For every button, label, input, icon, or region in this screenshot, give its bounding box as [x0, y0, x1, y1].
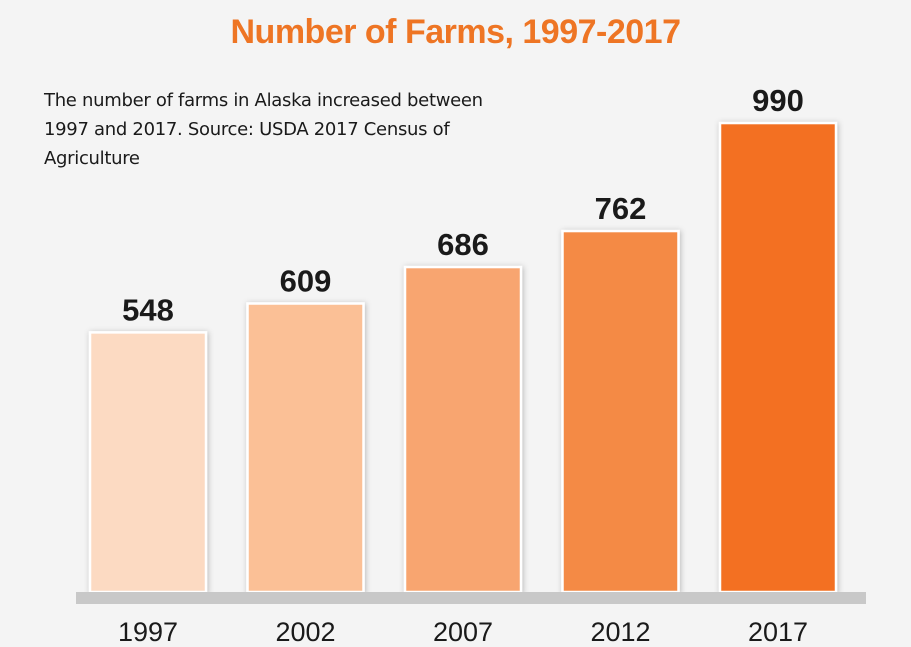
x-tick-label-1997: 1997 — [118, 617, 178, 647]
data-label-2017: 990 — [752, 83, 804, 118]
data-label-1997: 548 — [122, 292, 174, 327]
data-label-2012: 762 — [595, 191, 647, 226]
bar-2007 — [403, 265, 523, 594]
x-tick-label-2007: 2007 — [433, 617, 493, 647]
bar-2002 — [246, 302, 365, 594]
x-tick-label-2002: 2002 — [275, 617, 335, 647]
x-axis-baseline — [76, 592, 866, 604]
bars-group — [88, 121, 838, 594]
data-label-2002: 609 — [280, 264, 332, 299]
x-tick-label-2012: 2012 — [590, 617, 650, 647]
data-label-2007: 686 — [437, 227, 489, 262]
bar-1997 — [88, 331, 208, 594]
x-tick-label-2017: 2017 — [748, 617, 808, 647]
bar-2012 — [561, 229, 680, 594]
chart-subtitle: The number of farms in Alaska increased … — [44, 90, 483, 169]
bar-2017 — [718, 121, 838, 594]
chart-title: Number of Farms, 1997-2017 — [230, 13, 681, 51]
